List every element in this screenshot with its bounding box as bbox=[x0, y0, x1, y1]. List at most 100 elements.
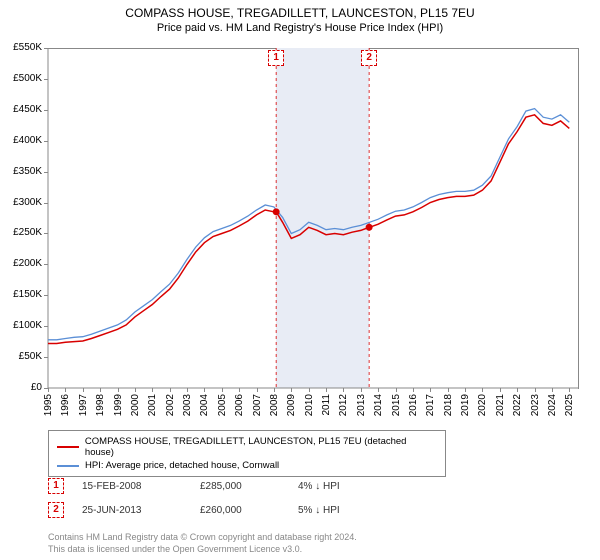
x-tick bbox=[222, 388, 223, 392]
sale-row-marker: 2 bbox=[48, 502, 64, 518]
y-tick bbox=[44, 79, 48, 80]
y-tick-label: £400K bbox=[0, 135, 42, 146]
y-tick bbox=[44, 326, 48, 327]
x-tick bbox=[257, 388, 258, 392]
x-tick bbox=[239, 388, 240, 392]
legend-label: COMPASS HOUSE, TREGADILLETT, LAUNCESTON,… bbox=[85, 436, 437, 458]
sale-point bbox=[366, 224, 373, 231]
y-tick-label: £450K bbox=[0, 104, 42, 115]
sale-price: £260,000 bbox=[200, 505, 280, 516]
x-tick-label: 2014 bbox=[373, 394, 384, 416]
y-tick-label: £300K bbox=[0, 197, 42, 208]
x-tick bbox=[204, 388, 205, 392]
x-tick-label: 1995 bbox=[43, 394, 54, 416]
x-tick bbox=[83, 388, 84, 392]
x-tick bbox=[465, 388, 466, 392]
x-tick-label: 2017 bbox=[425, 394, 436, 416]
sale-marker-box: 1 bbox=[268, 50, 284, 66]
x-tick bbox=[482, 388, 483, 392]
sale-point bbox=[273, 208, 280, 215]
x-tick-label: 2000 bbox=[130, 394, 141, 416]
legend-swatch bbox=[57, 465, 79, 467]
legend-row: HPI: Average price, detached house, Corn… bbox=[57, 459, 437, 472]
x-tick-label: 2005 bbox=[217, 394, 228, 416]
x-tick bbox=[448, 388, 449, 392]
x-tick bbox=[118, 388, 119, 392]
x-tick-label: 2003 bbox=[182, 394, 193, 416]
chart-area: £0£50K£100K£150K£200K£250K£300K£350K£400… bbox=[48, 48, 578, 388]
x-tick bbox=[326, 388, 327, 392]
x-tick bbox=[152, 388, 153, 392]
y-tick-label: £550K bbox=[0, 42, 42, 53]
x-tick-label: 2006 bbox=[234, 394, 245, 416]
x-tick bbox=[274, 388, 275, 392]
x-tick bbox=[65, 388, 66, 392]
x-tick-label: 2007 bbox=[252, 394, 263, 416]
x-tick bbox=[170, 388, 171, 392]
y-tick-label: £500K bbox=[0, 73, 42, 84]
legend: COMPASS HOUSE, TREGADILLETT, LAUNCESTON,… bbox=[48, 430, 446, 477]
x-tick-label: 2001 bbox=[147, 394, 158, 416]
x-tick-label: 2009 bbox=[286, 394, 297, 416]
attribution-line: This data is licensed under the Open Gov… bbox=[48, 544, 357, 556]
sale-date: 25-JUN-2013 bbox=[82, 505, 182, 516]
sale-row: 115-FEB-2008£285,0004% ↓ HPI bbox=[48, 478, 340, 494]
y-tick bbox=[44, 172, 48, 173]
x-tick bbox=[396, 388, 397, 392]
x-tick-label: 2013 bbox=[356, 394, 367, 416]
x-tick-label: 2023 bbox=[530, 394, 541, 416]
x-tick bbox=[309, 388, 310, 392]
x-tick bbox=[413, 388, 414, 392]
y-tick-label: £150K bbox=[0, 289, 42, 300]
chart-svg bbox=[48, 48, 578, 388]
x-tick-label: 1996 bbox=[60, 394, 71, 416]
y-tick bbox=[44, 110, 48, 111]
y-tick-label: £50K bbox=[0, 351, 42, 362]
chart-subtitle: Price paid vs. HM Land Registry's House … bbox=[0, 20, 600, 34]
x-tick bbox=[552, 388, 553, 392]
legend-swatch bbox=[57, 446, 79, 448]
y-tick bbox=[44, 48, 48, 49]
y-tick bbox=[44, 141, 48, 142]
y-tick-label: £0 bbox=[0, 382, 42, 393]
x-tick bbox=[430, 388, 431, 392]
x-tick bbox=[500, 388, 501, 392]
y-tick-label: £100K bbox=[0, 320, 42, 331]
x-tick-label: 2012 bbox=[338, 394, 349, 416]
sale-marker-box: 2 bbox=[361, 50, 377, 66]
x-tick-label: 1997 bbox=[78, 394, 89, 416]
legend-label: HPI: Average price, detached house, Corn… bbox=[85, 460, 279, 471]
sale-row: 2 25-JUN-2013 £260,000 5% ↓ HPI bbox=[48, 502, 340, 518]
x-tick-label: 2021 bbox=[495, 394, 506, 416]
attribution: Contains HM Land Registry data © Crown c… bbox=[48, 532, 357, 555]
x-tick-label: 2010 bbox=[304, 394, 315, 416]
y-tick bbox=[44, 203, 48, 204]
series-line-hpi bbox=[48, 109, 569, 340]
x-tick-label: 2016 bbox=[408, 394, 419, 416]
y-tick-label: £200K bbox=[0, 258, 42, 269]
x-tick bbox=[48, 388, 49, 392]
series-line-price_paid bbox=[48, 115, 569, 344]
x-tick bbox=[135, 388, 136, 392]
sale-row-marker: 1 bbox=[48, 478, 64, 494]
sale-date: 15-FEB-2008 bbox=[82, 481, 182, 492]
x-tick-label: 2004 bbox=[199, 394, 210, 416]
x-tick-label: 2002 bbox=[165, 394, 176, 416]
x-tick-label: 2015 bbox=[391, 394, 402, 416]
x-tick bbox=[517, 388, 518, 392]
x-tick-label: 2024 bbox=[547, 394, 558, 416]
y-tick bbox=[44, 233, 48, 234]
y-tick bbox=[44, 295, 48, 296]
sale-price: £285,000 bbox=[200, 481, 280, 492]
x-tick-label: 2008 bbox=[269, 394, 280, 416]
x-tick bbox=[291, 388, 292, 392]
chart-title: COMPASS HOUSE, TREGADILLETT, LAUNCESTON,… bbox=[0, 0, 600, 20]
sale-diff: 5% ↓ HPI bbox=[298, 505, 340, 516]
x-tick-label: 2018 bbox=[443, 394, 454, 416]
x-tick bbox=[378, 388, 379, 392]
y-tick bbox=[44, 357, 48, 358]
legend-row: COMPASS HOUSE, TREGADILLETT, LAUNCESTON,… bbox=[57, 435, 437, 459]
x-tick bbox=[100, 388, 101, 392]
y-tick bbox=[44, 264, 48, 265]
x-tick-label: 2011 bbox=[321, 394, 332, 416]
